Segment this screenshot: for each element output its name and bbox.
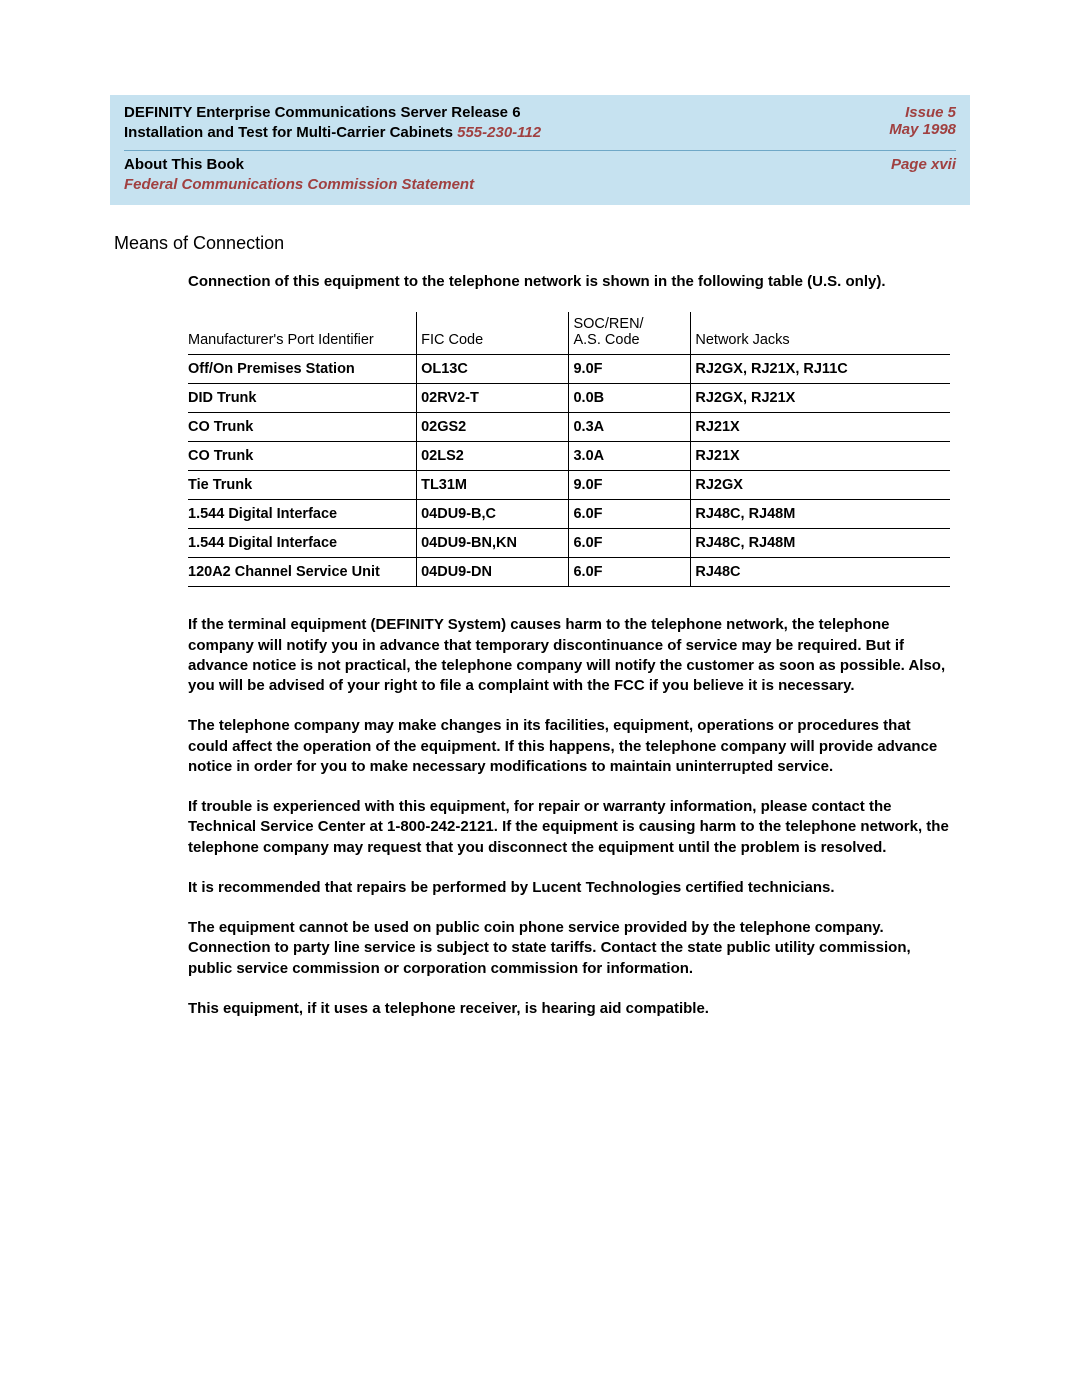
table-cell: CO Trunk [188, 442, 417, 471]
paragraphs: If the terminal equipment (DEFINITY Syst… [188, 615, 950, 1019]
header-row-1: DEFINITY Enterprise Communications Serve… [124, 103, 956, 144]
table-cell: Off/On Premises Station [188, 355, 417, 384]
doc-title-line1: DEFINITY Enterprise Communications Serve… [124, 104, 521, 121]
body-paragraph: If trouble is experienced with this equi… [188, 797, 950, 858]
table-head: Manufacturer's Port Identifier FIC Code … [188, 312, 950, 355]
doc-number: 555-230-112 [457, 124, 541, 141]
table-row: 120A2 Channel Service Unit04DU9-DN6.0FRJ… [188, 558, 950, 587]
table-cell: 0.3A [569, 413, 691, 442]
header-sub2: Federal Communications Commission Statem… [124, 176, 474, 193]
table-cell: RJ2GX, RJ21X, RJ11C [691, 355, 950, 384]
body-paragraph: This equipment, if it uses a telephone r… [188, 999, 950, 1019]
table-cell: 3.0A [569, 442, 691, 471]
page-number: Page xvii [891, 156, 956, 173]
table-cell: 02LS2 [417, 442, 569, 471]
col-net-jacks: Network Jacks [691, 312, 950, 355]
header-separator [124, 150, 956, 151]
table-cell: 9.0F [569, 355, 691, 384]
header-row-2: About This Book Federal Communications C… [124, 155, 956, 196]
table-row: CO Trunk02GS20.3ARJ21X [188, 413, 950, 442]
table-cell: 02GS2 [417, 413, 569, 442]
table-cell: 04DU9-DN [417, 558, 569, 587]
table-cell: RJ48C, RJ48M [691, 500, 950, 529]
header-right: Issue 5 May 1998 [889, 104, 956, 138]
col-port-id: Manufacturer's Port Identifier [188, 312, 417, 355]
issue-label: Issue 5 [905, 104, 956, 121]
table-row: 1.544 Digital Interface04DU9-B,C6.0FRJ48… [188, 500, 950, 529]
table-cell: 04DU9-B,C [417, 500, 569, 529]
table-cell: RJ48C [691, 558, 950, 587]
body-paragraph: It is recommended that repairs be perfor… [188, 878, 950, 898]
table-cell: 9.0F [569, 471, 691, 500]
table-cell: 6.0F [569, 529, 691, 558]
table-header-row: Manufacturer's Port Identifier FIC Code … [188, 312, 950, 355]
table-cell: 04DU9-BN,KN [417, 529, 569, 558]
connection-table: Manufacturer's Port Identifier FIC Code … [188, 312, 950, 587]
page: DEFINITY Enterprise Communications Serve… [0, 0, 1080, 1099]
table-row: 1.544 Digital Interface04DU9-BN,KN6.0FRJ… [188, 529, 950, 558]
table-cell: 0.0B [569, 384, 691, 413]
table-cell: 6.0F [569, 558, 691, 587]
table-cell: RJ21X [691, 413, 950, 442]
header-sub1: About This Book [124, 156, 244, 173]
table-row: Tie TrunkTL31M9.0FRJ2GX [188, 471, 950, 500]
table-row: DID Trunk02RV2-T0.0BRJ2GX, RJ21X [188, 384, 950, 413]
table-cell: 6.0F [569, 500, 691, 529]
col-soc-ren: SOC/REN/ A.S. Code [569, 312, 691, 355]
table-cell: 1.544 Digital Interface [188, 500, 417, 529]
table-cell: 02RV2-T [417, 384, 569, 413]
body-paragraph: The telephone company may make changes i… [188, 716, 950, 777]
body-paragraph: The equipment cannot be used on public c… [188, 918, 950, 979]
table-cell: RJ21X [691, 442, 950, 471]
section-title: Means of Connection [114, 233, 970, 254]
table-row: CO Trunk02LS23.0ARJ21X [188, 442, 950, 471]
doc-title-line2a: Installation and Test for Multi-Carrier … [124, 124, 453, 141]
table-cell: OL13C [417, 355, 569, 384]
body-paragraph: If the terminal equipment (DEFINITY Syst… [188, 615, 950, 696]
table-cell: 1.544 Digital Interface [188, 529, 417, 558]
body: Connection of this equipment to the tele… [188, 272, 950, 1019]
table-cell: 120A2 Channel Service Unit [188, 558, 417, 587]
table-cell: RJ2GX, RJ21X [691, 384, 950, 413]
table-cell: Tie Trunk [188, 471, 417, 500]
table-cell: RJ48C, RJ48M [691, 529, 950, 558]
table-cell: CO Trunk [188, 413, 417, 442]
table-cell: DID Trunk [188, 384, 417, 413]
table-body: Off/On Premises StationOL13C9.0FRJ2GX, R… [188, 355, 950, 587]
table-cell: RJ2GX [691, 471, 950, 500]
table-cell: TL31M [417, 471, 569, 500]
issue-date: May 1998 [889, 121, 956, 138]
header-left: DEFINITY Enterprise Communications Serve… [124, 103, 541, 144]
page-header: DEFINITY Enterprise Communications Serve… [110, 95, 970, 205]
col-fic-code: FIC Code [417, 312, 569, 355]
table-row: Off/On Premises StationOL13C9.0FRJ2GX, R… [188, 355, 950, 384]
intro-paragraph: Connection of this equipment to the tele… [188, 272, 950, 292]
header-sub-left: About This Book Federal Communications C… [124, 155, 474, 196]
